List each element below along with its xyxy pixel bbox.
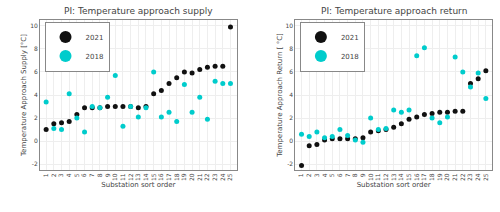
svg-text:10: 10: [286, 22, 294, 29]
svg-text:2: 2: [289, 114, 293, 121]
svg-text:4: 4: [65, 173, 72, 177]
svg-text:17: 17: [420, 173, 427, 181]
svg-text:24: 24: [219, 173, 226, 181]
svg-text:24: 24: [474, 173, 481, 181]
svg-text:-2: -2: [287, 160, 293, 167]
svg-text:22: 22: [459, 173, 466, 181]
svg-text:2021: 2021: [86, 34, 104, 42]
svg-text:8: 8: [351, 173, 358, 177]
svg-text:-2: -2: [32, 160, 38, 167]
svg-text:10: 10: [367, 173, 374, 181]
svg-text:2: 2: [50, 173, 57, 177]
svg-text:19: 19: [180, 173, 187, 181]
svg-text:10: 10: [111, 173, 118, 181]
svg-text:6: 6: [336, 173, 343, 177]
svg-text:Temperature Approach Supply [°: Temperature Approach Supply [°C]: [20, 34, 28, 157]
svg-text:15: 15: [150, 173, 157, 181]
svg-text:15: 15: [405, 173, 412, 181]
svg-text:PI: Temperature approach suppl: PI: Temperature approach supply: [64, 6, 213, 16]
svg-text:25: 25: [226, 173, 233, 181]
svg-text:2: 2: [34, 114, 38, 121]
svg-text:23: 23: [466, 173, 473, 181]
svg-text:21: 21: [196, 173, 203, 181]
svg-text:8: 8: [96, 173, 103, 177]
svg-text:Temperature Approach Return [: Temperature Approach Return [ °C]: [276, 33, 284, 158]
svg-text:19: 19: [436, 173, 443, 181]
svg-text:4: 4: [321, 173, 328, 177]
svg-text:PI: Temperature approach retur: PI: Temperature approach return: [321, 6, 467, 16]
svg-text:3: 3: [313, 173, 320, 177]
svg-text:2018: 2018: [86, 53, 104, 61]
svg-text:20: 20: [188, 173, 195, 181]
svg-text:5: 5: [73, 173, 80, 177]
svg-text:6: 6: [289, 68, 293, 75]
svg-text:13: 13: [390, 173, 397, 181]
svg-text:2021: 2021: [341, 34, 359, 42]
svg-text:8: 8: [34, 45, 38, 52]
svg-text:18: 18: [173, 173, 180, 181]
svg-text:4: 4: [34, 91, 38, 98]
svg-text:25: 25: [482, 173, 489, 181]
svg-text:21: 21: [451, 173, 458, 181]
svg-text:14: 14: [397, 173, 404, 181]
svg-text:2: 2: [305, 173, 312, 177]
svg-text:23: 23: [211, 173, 218, 181]
svg-text:3: 3: [57, 173, 64, 177]
svg-text:17: 17: [165, 173, 172, 181]
svg-text:14: 14: [142, 173, 149, 181]
svg-text:10: 10: [30, 22, 38, 29]
svg-text:0: 0: [34, 137, 38, 144]
svg-text:1: 1: [297, 173, 304, 177]
svg-text:11: 11: [374, 173, 381, 181]
svg-text:16: 16: [413, 173, 420, 181]
svg-text:7: 7: [88, 173, 95, 177]
svg-text:8: 8: [289, 45, 293, 52]
svg-text:12: 12: [382, 173, 389, 181]
svg-text:Substation sort order: Substation sort order: [101, 181, 175, 189]
svg-text:4: 4: [289, 91, 293, 98]
svg-text:22: 22: [203, 173, 210, 181]
svg-text:9: 9: [359, 173, 366, 177]
svg-text:5: 5: [328, 173, 335, 177]
svg-text:12: 12: [127, 173, 134, 181]
svg-text:7: 7: [344, 173, 351, 177]
svg-text:0: 0: [289, 137, 293, 144]
svg-text:2018: 2018: [341, 53, 359, 61]
svg-text:20: 20: [443, 173, 450, 181]
svg-text:16: 16: [157, 173, 164, 181]
svg-text:11: 11: [119, 173, 126, 181]
svg-text:6: 6: [81, 173, 88, 177]
svg-text:18: 18: [428, 173, 435, 181]
svg-text:6: 6: [34, 68, 38, 75]
svg-text:9: 9: [104, 173, 111, 177]
svg-text:1: 1: [42, 173, 49, 177]
svg-text:13: 13: [134, 173, 141, 181]
svg-text:Substation sort order: Substation sort order: [357, 181, 431, 189]
